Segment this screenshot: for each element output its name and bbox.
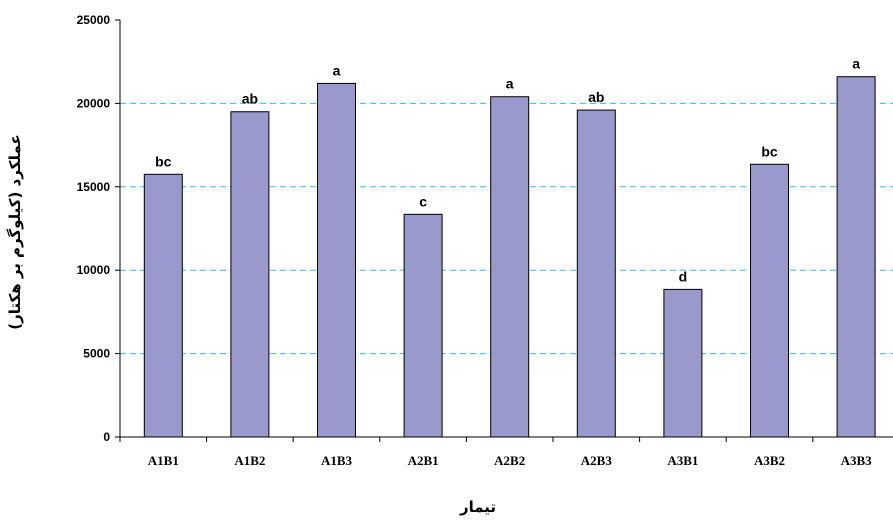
bar bbox=[230, 111, 270, 438]
data-label: d bbox=[679, 268, 688, 284]
data-label: c bbox=[419, 193, 427, 209]
data-label: ab bbox=[588, 89, 604, 105]
y-tick-label: 20000 bbox=[77, 96, 111, 110]
y-tick-labels: 0 5000 10000 15000 20000 25000 bbox=[77, 13, 111, 444]
x-tick-label: A1B3 bbox=[321, 453, 353, 468]
bar bbox=[490, 96, 530, 438]
y-axis-title: عملکرد (کیلوگرم بر هکتار) bbox=[6, 134, 24, 329]
bar bbox=[836, 76, 876, 438]
bar bbox=[143, 173, 183, 438]
bar bbox=[576, 109, 616, 438]
y-tick-label: 0 bbox=[103, 430, 110, 444]
x-tick-label: A2B3 bbox=[581, 453, 613, 468]
data-label: ab bbox=[242, 91, 258, 107]
x-tick-label: A2B2 bbox=[494, 453, 525, 468]
bar bbox=[317, 82, 356, 438]
data-label: a bbox=[852, 56, 860, 72]
data-label: bc bbox=[155, 153, 172, 169]
y-tick-label: 10000 bbox=[77, 263, 111, 277]
data-label: a bbox=[506, 76, 514, 92]
x-tick-label: A3B3 bbox=[841, 453, 873, 468]
data-label: a bbox=[333, 62, 341, 78]
y-tick-label: 5000 bbox=[83, 347, 110, 361]
data-label: bc bbox=[761, 143, 778, 159]
bar bbox=[750, 163, 789, 438]
x-tick-label: A3B2 bbox=[754, 453, 785, 468]
bar bbox=[403, 213, 443, 438]
x-tick-label: A1B2 bbox=[234, 453, 265, 468]
x-tick-label: A2B1 bbox=[408, 453, 439, 468]
significance-labels: bc ab a c a ab d bc a bbox=[155, 56, 860, 285]
y-tick-label: 15000 bbox=[77, 180, 111, 194]
bar bbox=[663, 288, 703, 438]
bars bbox=[143, 76, 876, 438]
x-tick-labels: A1B1 A1B2 A1B3 A2B1 A2B2 A2B3 A3B1 A3B2 A3B3 bbox=[148, 453, 872, 468]
y-tick-label: 25000 bbox=[77, 13, 111, 27]
x-axis-title: تیمار bbox=[459, 498, 496, 516]
x-tick-label: A1B1 bbox=[148, 453, 179, 468]
x-tick-label: A3B1 bbox=[667, 453, 698, 468]
axes bbox=[115, 19, 893, 442]
